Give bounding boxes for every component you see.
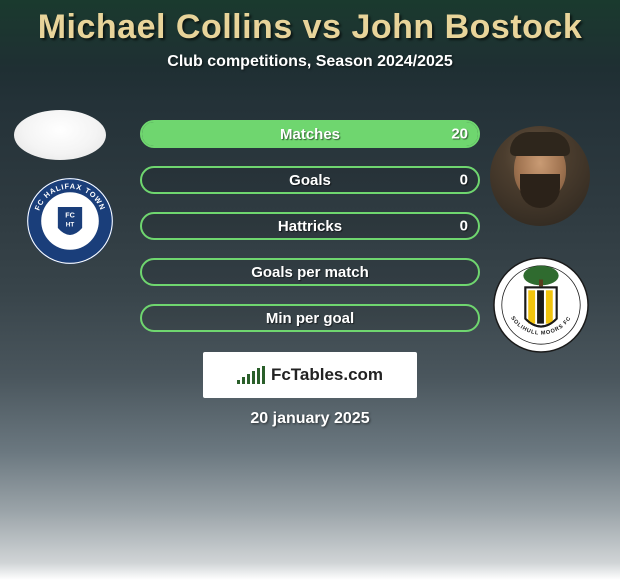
stat-value-right: 20 <box>451 126 468 143</box>
stat-value-right: 0 <box>460 218 468 235</box>
stats-list: 20 Matches 0 Goals 0 Hattricks Goals per match… <box>140 120 480 332</box>
stat-label: Goals <box>289 172 331 189</box>
watermark-bars-icon <box>237 366 265 384</box>
content-root: Michael Collins vs John Bostock Club com… <box>0 0 620 580</box>
avatar-hair <box>510 132 570 156</box>
stat-label: Goals per match <box>251 264 369 281</box>
stat-value-right: 0 <box>460 172 468 189</box>
page-subtitle: Club competitions, Season 2024/2025 <box>0 53 620 71</box>
stat-bar: 20 Matches <box>140 120 480 148</box>
stat-bar: Goals per match <box>140 258 480 286</box>
date-label: 20 january 2025 <box>0 410 620 428</box>
page-title: Michael Collins vs John Bostock <box>0 8 620 47</box>
stat-label: Min per goal <box>266 310 354 327</box>
stat-bar: Min per goal <box>140 304 480 332</box>
watermark-text: FcTables.com <box>271 365 383 385</box>
stat-bar: 0 Goals <box>140 166 480 194</box>
stat-label: Matches <box>280 126 340 143</box>
stat-label: Hattricks <box>278 218 342 235</box>
stat-bar: 0 Hattricks <box>140 212 480 240</box>
watermark: FcTables.com <box>203 352 417 398</box>
